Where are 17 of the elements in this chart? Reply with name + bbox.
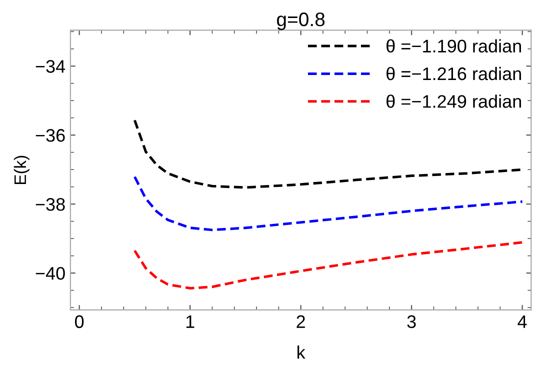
line-series — [133, 176, 524, 232]
line-series — [133, 241, 524, 290]
x-tick-label: 2 — [296, 315, 305, 328]
x-tick-label: 0 — [75, 315, 84, 328]
y-tick-label: −36 — [36, 129, 65, 142]
legend-label: θ =−1.249 radian — [386, 94, 521, 108]
x-tick-label: 4 — [518, 315, 527, 328]
x-tick-label: 3 — [407, 315, 416, 328]
legend-label: θ =−1.190 radian — [386, 39, 521, 53]
x-axis-title: k — [298, 346, 306, 359]
legend-label: θ =−1.216 radian — [386, 66, 521, 80]
y-axis-title: E(k) — [14, 156, 30, 184]
y-tick-label: −40 — [36, 266, 65, 280]
x-tick-label: 1 — [186, 315, 194, 328]
chart-title: g=0.8 — [277, 12, 325, 30]
y-tick-label: −38 — [36, 198, 65, 211]
y-tick-label: −34 — [36, 60, 66, 73]
